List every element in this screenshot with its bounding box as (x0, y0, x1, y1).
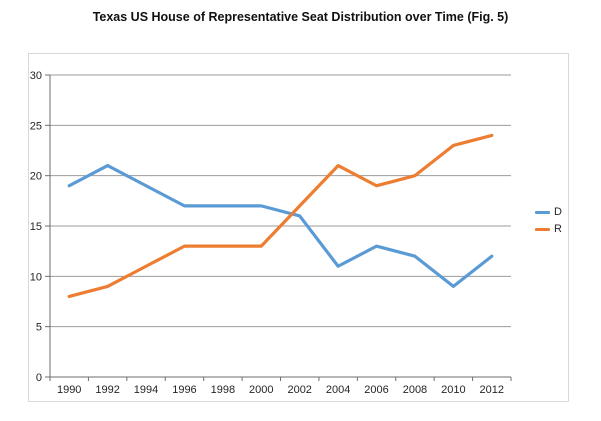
series-line-r (67, 133, 494, 299)
y-axis-label: 20 (30, 171, 42, 183)
legend-label-d: D (554, 206, 562, 218)
d-series-swatch-icon (535, 210, 550, 214)
legend-item-d[interactable]: D (535, 206, 562, 218)
y-axis-label: 15 (30, 221, 42, 233)
x-axis-label: 1998 (211, 384, 235, 396)
x-axis-label: 2008 (403, 384, 427, 396)
y-axis-label: 30 (30, 70, 42, 82)
series-line-d (67, 163, 494, 288)
x-axis-label: 1994 (134, 384, 158, 396)
x-axis-label: 2000 (249, 384, 273, 396)
y-axis-label: 25 (30, 120, 42, 132)
x-axis-label: 2006 (364, 384, 388, 396)
x-axis-label: 1990 (57, 384, 81, 396)
x-axis-label: 2012 (480, 384, 504, 396)
y-axis-label: 5 (36, 322, 42, 334)
chart-frame: 0 5 10 15 20 25 30 1990 1992 1994 1996 1998 2000 2002… (28, 53, 569, 402)
y-axis-label: 10 (30, 271, 42, 283)
x-axis-label: 2010 (441, 384, 465, 396)
chart-title: Texas US House of Representative Seat Di… (92, 10, 509, 24)
x-axis-label: 1996 (172, 384, 196, 396)
legend-label-r: R (554, 223, 562, 235)
x-axis-label: 2002 (287, 384, 311, 396)
legend: D R (535, 206, 562, 235)
x-axis-label: 1992 (95, 384, 119, 396)
r-series-swatch-icon (535, 227, 550, 231)
legend-item-r[interactable]: R (535, 223, 562, 235)
plot-area: 0 5 10 15 20 25 30 1990 1992 1994 1996 1998 2000 2002… (30, 70, 512, 396)
y-axis-label: 0 (36, 372, 42, 384)
x-axis-label: 2004 (326, 384, 350, 396)
